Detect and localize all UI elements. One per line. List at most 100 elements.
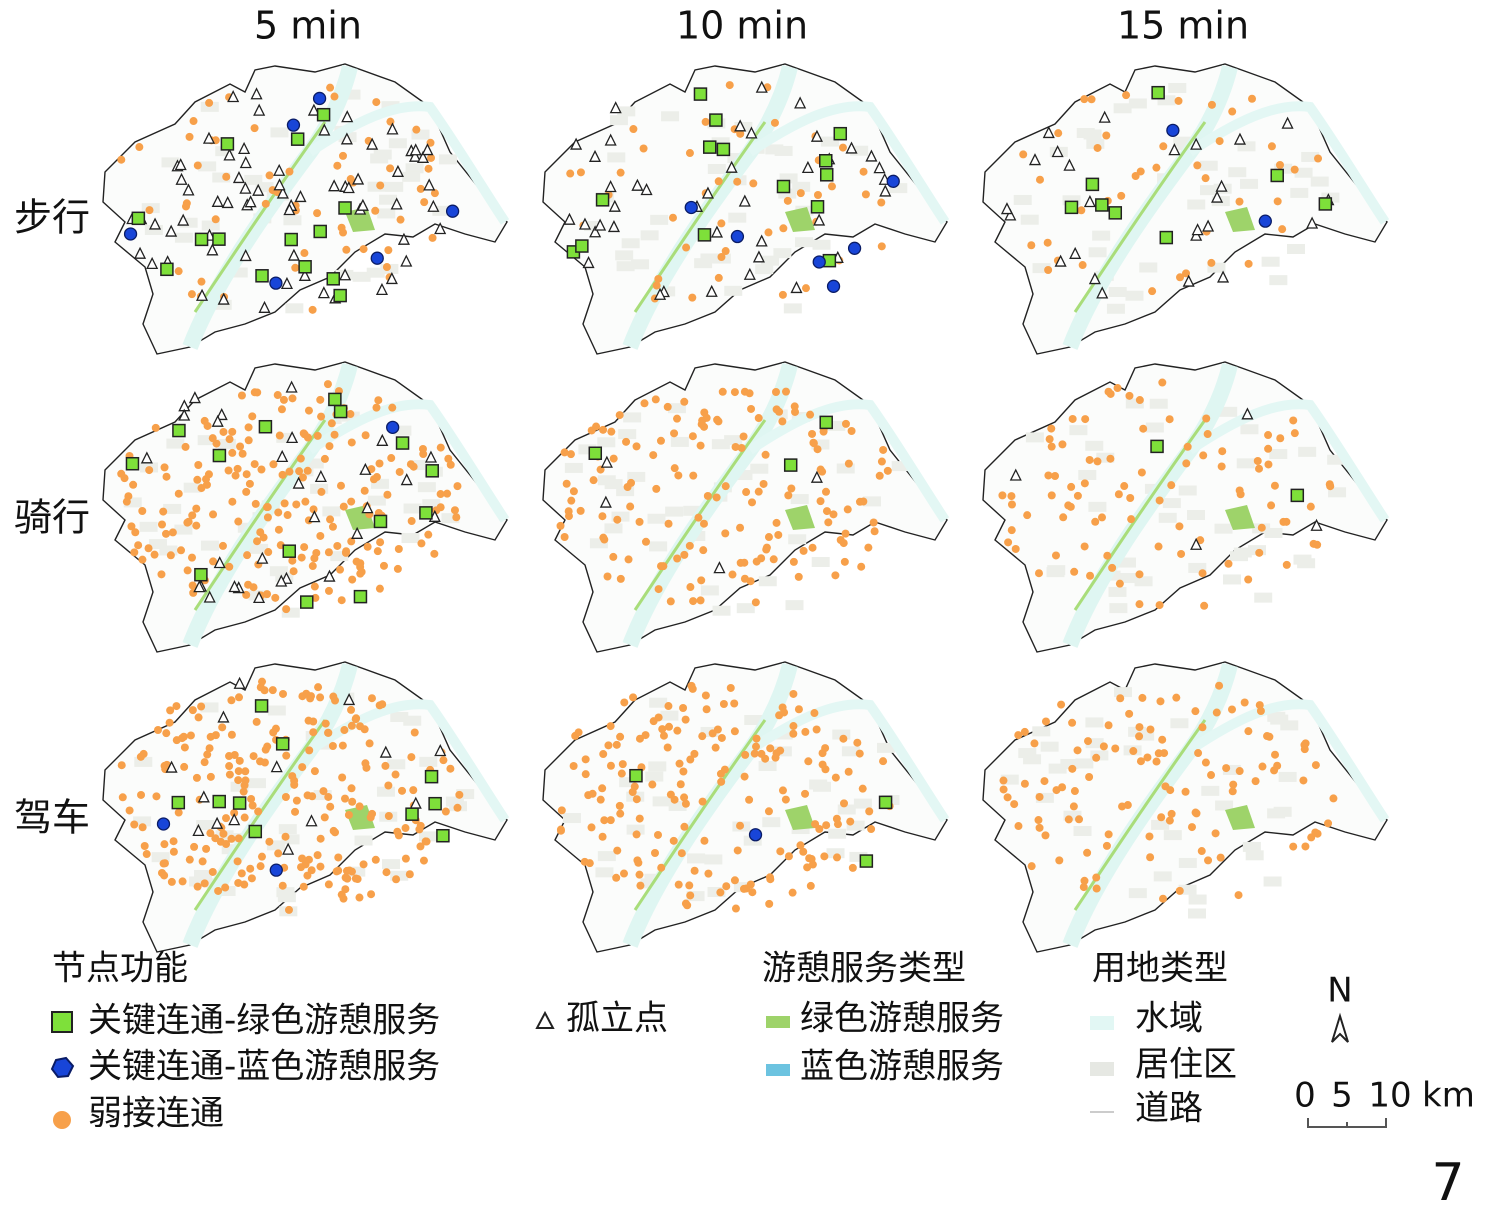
weak-node: [1326, 482, 1335, 491]
weak-node: [796, 841, 805, 850]
weak-node: [640, 399, 649, 408]
weak-node: [117, 469, 126, 478]
weak-node: [372, 98, 381, 107]
residential-area: [621, 238, 640, 249]
weak-node: [263, 590, 272, 599]
weak-node: [355, 802, 364, 811]
isolated-node: [273, 163, 286, 176]
weak-node: [1111, 744, 1120, 753]
residential-area: [779, 173, 798, 184]
weak-node: [686, 755, 695, 764]
weak-node: [277, 405, 286, 414]
residential-area: [609, 115, 628, 126]
residential-area: [1083, 129, 1102, 140]
weak-node: [1092, 753, 1101, 762]
weak-node: [316, 693, 325, 702]
isolated-node: [873, 161, 886, 174]
weak-node: [696, 441, 705, 450]
weak-node: [192, 773, 201, 782]
isolated-node: [599, 495, 612, 508]
weak-node: [230, 809, 239, 818]
weak-node: [736, 821, 745, 830]
residential-area: [376, 786, 395, 797]
weak-node: [250, 388, 259, 397]
isolated-node: [294, 190, 307, 203]
green-corridor: [1073, 121, 1207, 313]
isolated-node: [1069, 246, 1082, 259]
residential-area: [305, 458, 324, 469]
weak-node: [818, 467, 827, 476]
weak-node: [616, 574, 625, 583]
residential-area: [736, 603, 755, 614]
residential-area: [627, 471, 646, 482]
residential-area: [1178, 857, 1197, 868]
weak-node: [624, 555, 633, 564]
blue-key-node: [123, 227, 138, 241]
weak-node: [1030, 739, 1039, 748]
weak-node: [1069, 802, 1078, 811]
weak-node: [731, 904, 740, 913]
isolated-node: [865, 149, 878, 162]
weak-node: [598, 832, 607, 841]
weak-node: [855, 749, 864, 758]
weak-node: [376, 181, 385, 190]
weak-node: [1256, 706, 1265, 715]
weak-node: [1064, 815, 1073, 824]
weak-node: [118, 793, 127, 802]
weak-node: [673, 414, 682, 423]
green-key-node: [171, 795, 186, 810]
weak-node: [669, 836, 678, 845]
isolated-node: [177, 213, 190, 226]
weak-node: [658, 725, 667, 734]
residential-area: [765, 144, 784, 155]
weak-node: [745, 795, 754, 804]
weak-node: [356, 559, 365, 568]
weak-node: [244, 436, 253, 445]
weak-node: [317, 412, 326, 421]
weak-node: [1007, 526, 1016, 535]
weak-node: [1092, 873, 1101, 882]
weak-node: [401, 824, 410, 833]
weak-node: [1092, 884, 1101, 893]
weak-node: [334, 866, 343, 875]
weak-node: [635, 517, 644, 526]
weak-node: [685, 881, 694, 890]
weak-node: [140, 841, 149, 850]
weak-node: [452, 513, 461, 522]
weak-node: [606, 816, 615, 825]
weak-node: [615, 411, 624, 420]
weak-node: [453, 482, 462, 491]
isolated-node: [794, 96, 807, 109]
weak-node: [396, 215, 405, 224]
weak-node: [711, 743, 720, 752]
weak-node: [1129, 747, 1138, 756]
weak-node: [193, 161, 202, 170]
residential-area: [1201, 785, 1220, 796]
green-key-node: [275, 737, 290, 751]
residential-area: [837, 804, 856, 815]
isolated-node: [1182, 274, 1195, 287]
residential-area: [390, 870, 409, 881]
residential-area: [724, 285, 743, 296]
weak-node: [384, 811, 393, 820]
weak-node: [1207, 258, 1216, 267]
weak-node: [1070, 787, 1079, 796]
residential-area: [1207, 262, 1226, 273]
weak-node: [1264, 444, 1273, 453]
weak-node: [598, 512, 607, 521]
weak-node: [754, 487, 763, 496]
weak-node: [183, 518, 192, 527]
weak-node: [1143, 753, 1152, 762]
weak-node: [307, 866, 316, 875]
green-key-node: [212, 448, 227, 463]
weak-node: [754, 414, 763, 423]
weak-node: [138, 555, 147, 564]
weak-node: [1108, 563, 1117, 572]
weak-node: [1306, 502, 1315, 511]
weak-node: [1235, 197, 1244, 206]
weak-node: [1154, 749, 1163, 758]
weak-node: [197, 277, 206, 286]
weak-node: [225, 752, 234, 761]
weak-node: [612, 873, 621, 882]
residential-area: [230, 781, 249, 792]
